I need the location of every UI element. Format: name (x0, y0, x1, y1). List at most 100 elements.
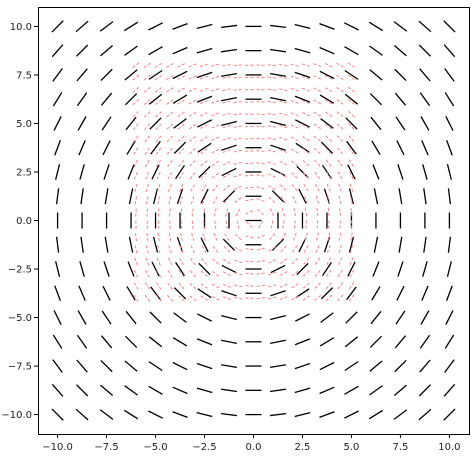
black-segment (196, 47, 213, 54)
red-segment (324, 75, 333, 80)
red-segment (349, 244, 354, 254)
black-segment (421, 140, 429, 156)
red-segment (279, 124, 288, 129)
black-segment (294, 338, 311, 346)
red-segment (199, 87, 209, 92)
black-segment (319, 411, 335, 419)
red-segment (279, 136, 288, 141)
red-segment (267, 296, 277, 300)
black-segment (271, 238, 285, 251)
black-segment (294, 71, 311, 79)
black-segment (294, 362, 311, 370)
red-segment (154, 86, 163, 93)
red-segment (336, 74, 344, 81)
red-segment (200, 270, 208, 277)
red-segment (213, 232, 218, 241)
red-segment (337, 171, 343, 180)
black-segment (346, 286, 357, 301)
red-segment (179, 183, 184, 192)
red-segment (213, 208, 217, 217)
black-segment (396, 140, 405, 156)
black-segment (148, 385, 163, 395)
red-segment (234, 197, 242, 203)
red-segment (166, 99, 174, 105)
black-segment (76, 68, 88, 82)
black-segment (371, 286, 381, 301)
red-segment (233, 271, 243, 276)
red-segment (222, 137, 231, 141)
red-segment (144, 269, 150, 278)
black-segment (294, 387, 311, 394)
black-segment (172, 361, 188, 371)
red-segment (282, 220, 285, 229)
red-segment (145, 244, 149, 254)
red-segment (144, 159, 150, 168)
black-segment (445, 140, 453, 156)
red-segment (132, 98, 140, 106)
black-segment (294, 23, 311, 29)
red-segment (179, 232, 183, 242)
red-segment (336, 87, 344, 93)
black-segment (269, 364, 286, 369)
red-segment (211, 88, 220, 92)
red-segment (234, 233, 242, 241)
red-segment (350, 208, 353, 217)
black-segment (269, 388, 287, 393)
red-segment (302, 172, 310, 180)
black-segment (221, 144, 237, 151)
red-segment (211, 148, 220, 154)
black-segment (103, 164, 110, 180)
red-segment (302, 282, 310, 289)
red-segment (290, 124, 299, 129)
red-segment (155, 294, 162, 302)
red-segment (166, 74, 174, 81)
red-segment (168, 232, 172, 242)
red-segment (190, 245, 195, 254)
x-tick-label: −2.5 (192, 442, 216, 453)
black-segment (175, 262, 186, 277)
black-segment (172, 386, 188, 395)
red-segment (348, 111, 355, 118)
red-segment (178, 257, 184, 266)
red-segment (256, 260, 265, 263)
red-segment (134, 257, 138, 266)
red-segment (280, 232, 286, 241)
red-segment (326, 245, 331, 254)
black-segment (295, 119, 310, 128)
red-segment (154, 62, 163, 68)
black-segment (345, 117, 358, 130)
red-segment (178, 159, 185, 167)
black-segment (53, 310, 62, 325)
black-segment (128, 188, 134, 205)
red-segment (326, 171, 332, 180)
red-segment (267, 284, 277, 288)
red-segment (135, 208, 137, 217)
red-segment (157, 232, 160, 242)
black-segment (345, 311, 358, 324)
black-segment (296, 165, 309, 179)
red-segment (222, 161, 231, 166)
black-segment (173, 141, 187, 154)
black-segment (222, 190, 236, 203)
red-segment (200, 124, 208, 129)
red-segment (290, 88, 299, 92)
black-segment (422, 164, 428, 180)
red-segment (302, 295, 310, 301)
red-segment (177, 75, 186, 80)
red-segment (336, 111, 344, 118)
red-segment (325, 159, 332, 167)
black-segment (373, 188, 379, 205)
red-segment (339, 208, 342, 217)
red-segment (270, 220, 274, 229)
red-segment (256, 284, 265, 287)
red-segment (132, 86, 140, 93)
red-segment (313, 111, 322, 117)
red-segment (233, 137, 243, 141)
red-segment (305, 220, 307, 229)
black-segment (52, 68, 63, 82)
red-segment (336, 99, 344, 105)
red-segment (236, 220, 240, 229)
red-segment (337, 282, 344, 290)
